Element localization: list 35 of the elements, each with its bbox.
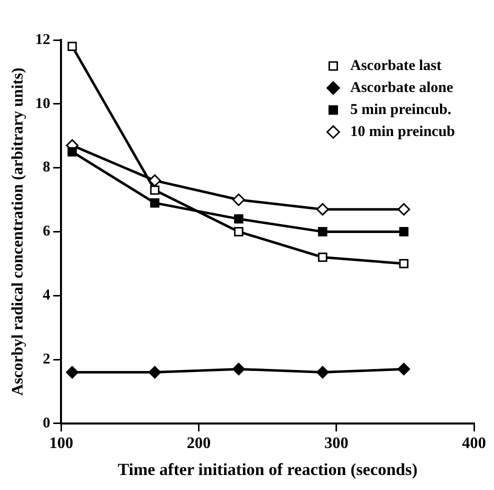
point [318,227,328,236]
point [150,186,160,195]
point [150,198,160,208]
y-tick-label: 2 [42,351,50,368]
point [234,214,244,224]
point [68,147,77,156]
legend-label: Ascorbate last [350,58,442,74]
legend-label: Ascorbate alone [350,80,454,96]
point [234,227,244,236]
point [232,194,245,206]
point [68,42,77,52]
point [316,366,329,379]
x-axis-title: Time after initiation of reaction (seconds) [118,460,418,480]
y-tick-label: 12 [35,32,50,48]
y-tick-label: 10 [35,96,50,112]
y-tick-label: 6 [42,224,51,240]
point [398,203,410,216]
y-axis-title: Ascorbyl radical concentration (arbitrary units) [10,68,27,396]
legend-label: 5 min preincub. [350,102,452,118]
point [232,362,245,376]
legend-label: 10 min preincub [350,124,456,140]
point [148,366,162,379]
point [399,259,408,268]
x-tick-label: 200 [186,435,211,452]
x-tick-label: 400 [462,435,486,452]
y-tick-label: 4 [42,287,51,304]
point [66,366,78,379]
point [318,252,328,262]
x-tick-label: 300 [324,435,348,452]
x-tick-label: 100 [49,435,74,452]
point [399,227,408,236]
y-tick-label: 8 [42,160,50,176]
y-tick-label: 0 [42,415,50,432]
point [398,362,410,376]
point [316,203,329,216]
